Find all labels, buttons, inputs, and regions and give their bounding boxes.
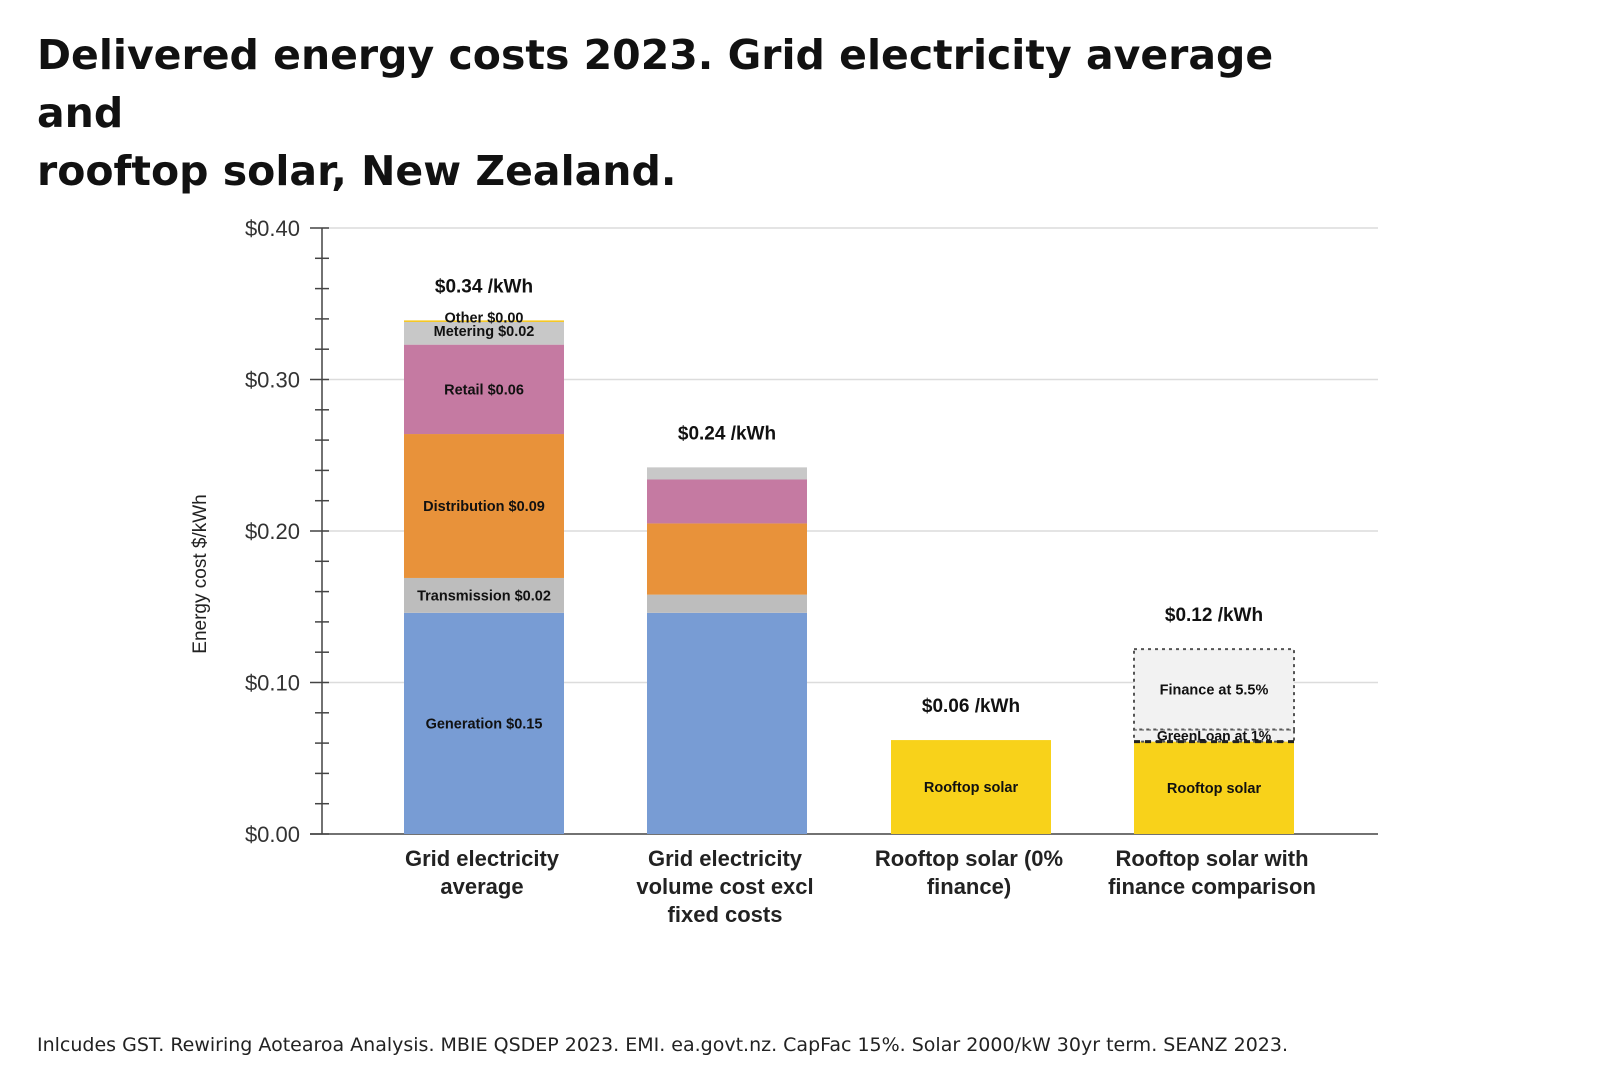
y-tick-label: $0.00 [245, 822, 300, 847]
x-category-label: volume cost excl [636, 874, 813, 899]
chart-title: Delivered energy costs 2023. Grid electr… [37, 26, 1337, 200]
segment-label: Finance at 5.5% [1160, 682, 1269, 698]
segment-label: Distribution $0.09 [423, 499, 545, 515]
x-category-label: average [440, 874, 523, 899]
bar-segment-retail [404, 344, 564, 435]
labels: Generation $0.15 Transmission $0.02 Distri… [405, 276, 1316, 927]
segment-label: Retail $0.06 [444, 382, 524, 398]
bar-total-label: $0.12 /kWh [1165, 605, 1263, 626]
segment-label: GreenLoan at 1% [1157, 728, 1272, 744]
chart-title-line-2: rooftop solar, New Zealand. [37, 147, 677, 195]
bar-segment-finance-at-5-5- [1133, 648, 1295, 731]
segment-label: Generation $0.15 [426, 716, 543, 732]
segment-label: Rooftop solar [924, 780, 1019, 796]
y-tick-label: $0.30 [245, 368, 300, 393]
bar-segment-generation [404, 612, 564, 834]
y-axis: $0.00 $0.10 $0.20 $0.30 $0.40 Energy cost $/k… [190, 216, 1378, 847]
bar-segment-metering [647, 467, 807, 480]
bar-segment-transmission [404, 577, 564, 613]
segment-label: Transmission $0.02 [417, 588, 551, 604]
bar-total-label: $0.34 /kWh [435, 276, 533, 297]
bar-total-label: $0.06 /kWh [922, 696, 1020, 717]
y-tick-label: $0.10 [245, 671, 300, 696]
y-axis-title: Energy cost $/kWh [190, 494, 211, 653]
bar-segment-metering [404, 321, 564, 345]
bar-total-label: $0.24 /kWh [678, 423, 776, 444]
source-note: Inlcudes GST. Rewiring Aotearoa Analysis… [37, 1034, 1288, 1056]
x-category-label: Rooftop solar (0% [875, 846, 1063, 871]
y-tick-label: $0.40 [245, 216, 300, 241]
bar-segment-distribution [647, 523, 807, 595]
segment-label: Metering $0.02 [434, 324, 535, 340]
y-tick-label: $0.20 [245, 519, 300, 544]
x-category-label: Grid electricity [648, 846, 803, 871]
bar-segment-transmission [647, 594, 807, 613]
x-category-label: Grid electricity [405, 846, 560, 871]
segment-label: Other $0.00 [445, 310, 524, 326]
bar-segment-rooftop-solar [1134, 741, 1294, 834]
bar-segment-generation [647, 612, 807, 834]
segment-label: Rooftop solar [1167, 781, 1262, 797]
bars [404, 320, 1295, 834]
x-category-label: finance) [927, 874, 1011, 899]
x-category-label: fixed costs [668, 902, 783, 927]
bar-segment-other [404, 320, 564, 322]
chart-title-line-1: Delivered energy costs 2023. Grid electr… [37, 31, 1274, 137]
x-category-label: finance comparison [1108, 874, 1316, 899]
bar-segment-rooftop-solar [891, 740, 1051, 834]
bar-segment-distribution [404, 434, 564, 578]
bar-segment-retail [647, 479, 807, 524]
x-category-label: Rooftop solar with [1115, 846, 1308, 871]
